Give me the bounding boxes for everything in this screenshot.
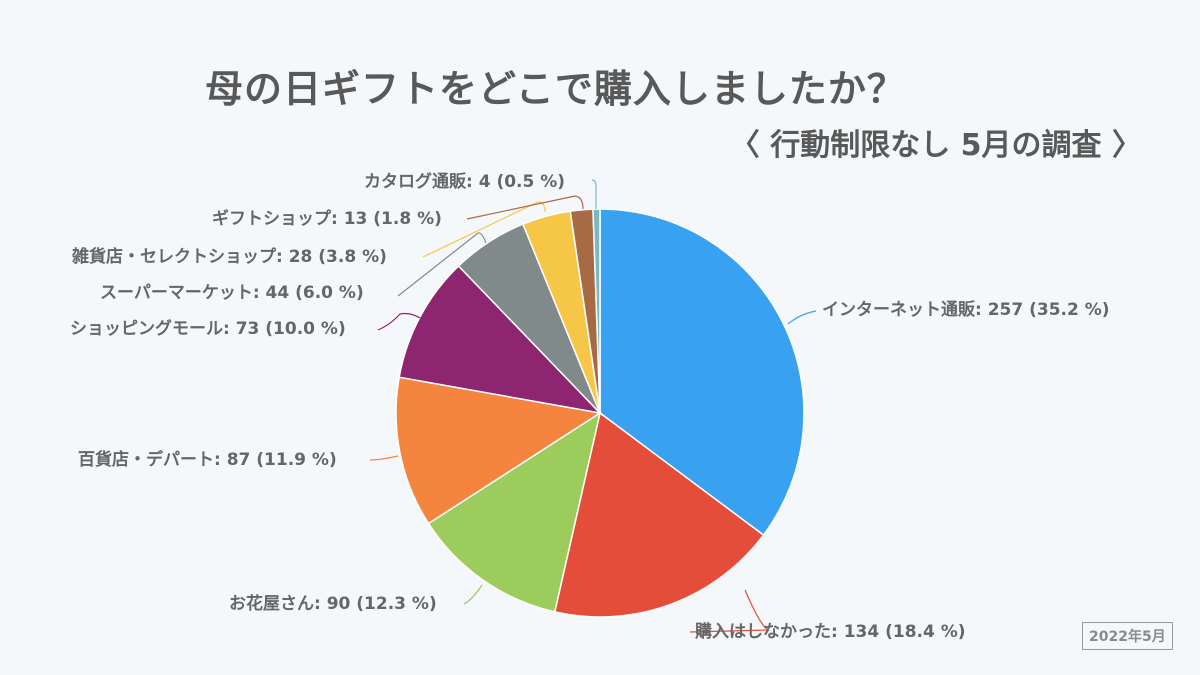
pie-slice-internet — [599, 208, 805, 537]
label-supermarket: スーパーマーケット: 44 (6.0 %) — [100, 283, 364, 303]
chart-subtitle: 〈 行動制限なし 5月の調査 〉 — [729, 128, 1142, 163]
leader-line-department-store — [369, 455, 399, 461]
leader-line-variety-store — [422, 201, 546, 258]
leader-line-catalog — [591, 179, 597, 209]
leader-line-supermarket — [397, 232, 487, 297]
pie-slice-shopping-mall — [398, 264, 603, 415]
pie-slice-no-purchase — [553, 411, 765, 618]
label-internet: インターネット通販: 257 (35.2 %) — [822, 300, 1110, 320]
pie-slice-florist — [427, 411, 602, 613]
leader-line-internet — [787, 310, 817, 325]
leader-line-no-purchase — [689, 589, 771, 633]
leader-line-shopping-mall — [377, 312, 421, 331]
date-badge: 2022年5月 — [1082, 622, 1173, 650]
chart-title: 母の日ギフトをどこで購入しましたか？ — [205, 67, 906, 111]
leader-line-gift-shop — [466, 195, 584, 220]
label-variety-store: 雑貨店・セレクトショップ: 28 (3.8 %) — [72, 247, 387, 267]
label-no-purchase: 購入はしなかった: 134 (18.4 %) — [695, 622, 966, 642]
label-catalog: カタログ通販: 4 (0.5 %) — [364, 172, 566, 192]
label-shopping-mall: ショッピングモール: 73 (10.0 %) — [70, 319, 346, 339]
label-florist: お花屋さん: 90 (12.3 %) — [229, 594, 437, 614]
label-department-store: 百貨店・デパート: 87 (11.9 %) — [78, 450, 337, 470]
pie-slice-catalog — [592, 208, 601, 414]
leader-lines — [369, 179, 817, 633]
pie-slice-department-store — [395, 376, 603, 525]
leader-line-florist — [463, 584, 483, 605]
pie-slices — [395, 208, 805, 618]
label-gift-shop: ギフトショップ: 13 (1.8 %) — [212, 209, 442, 229]
